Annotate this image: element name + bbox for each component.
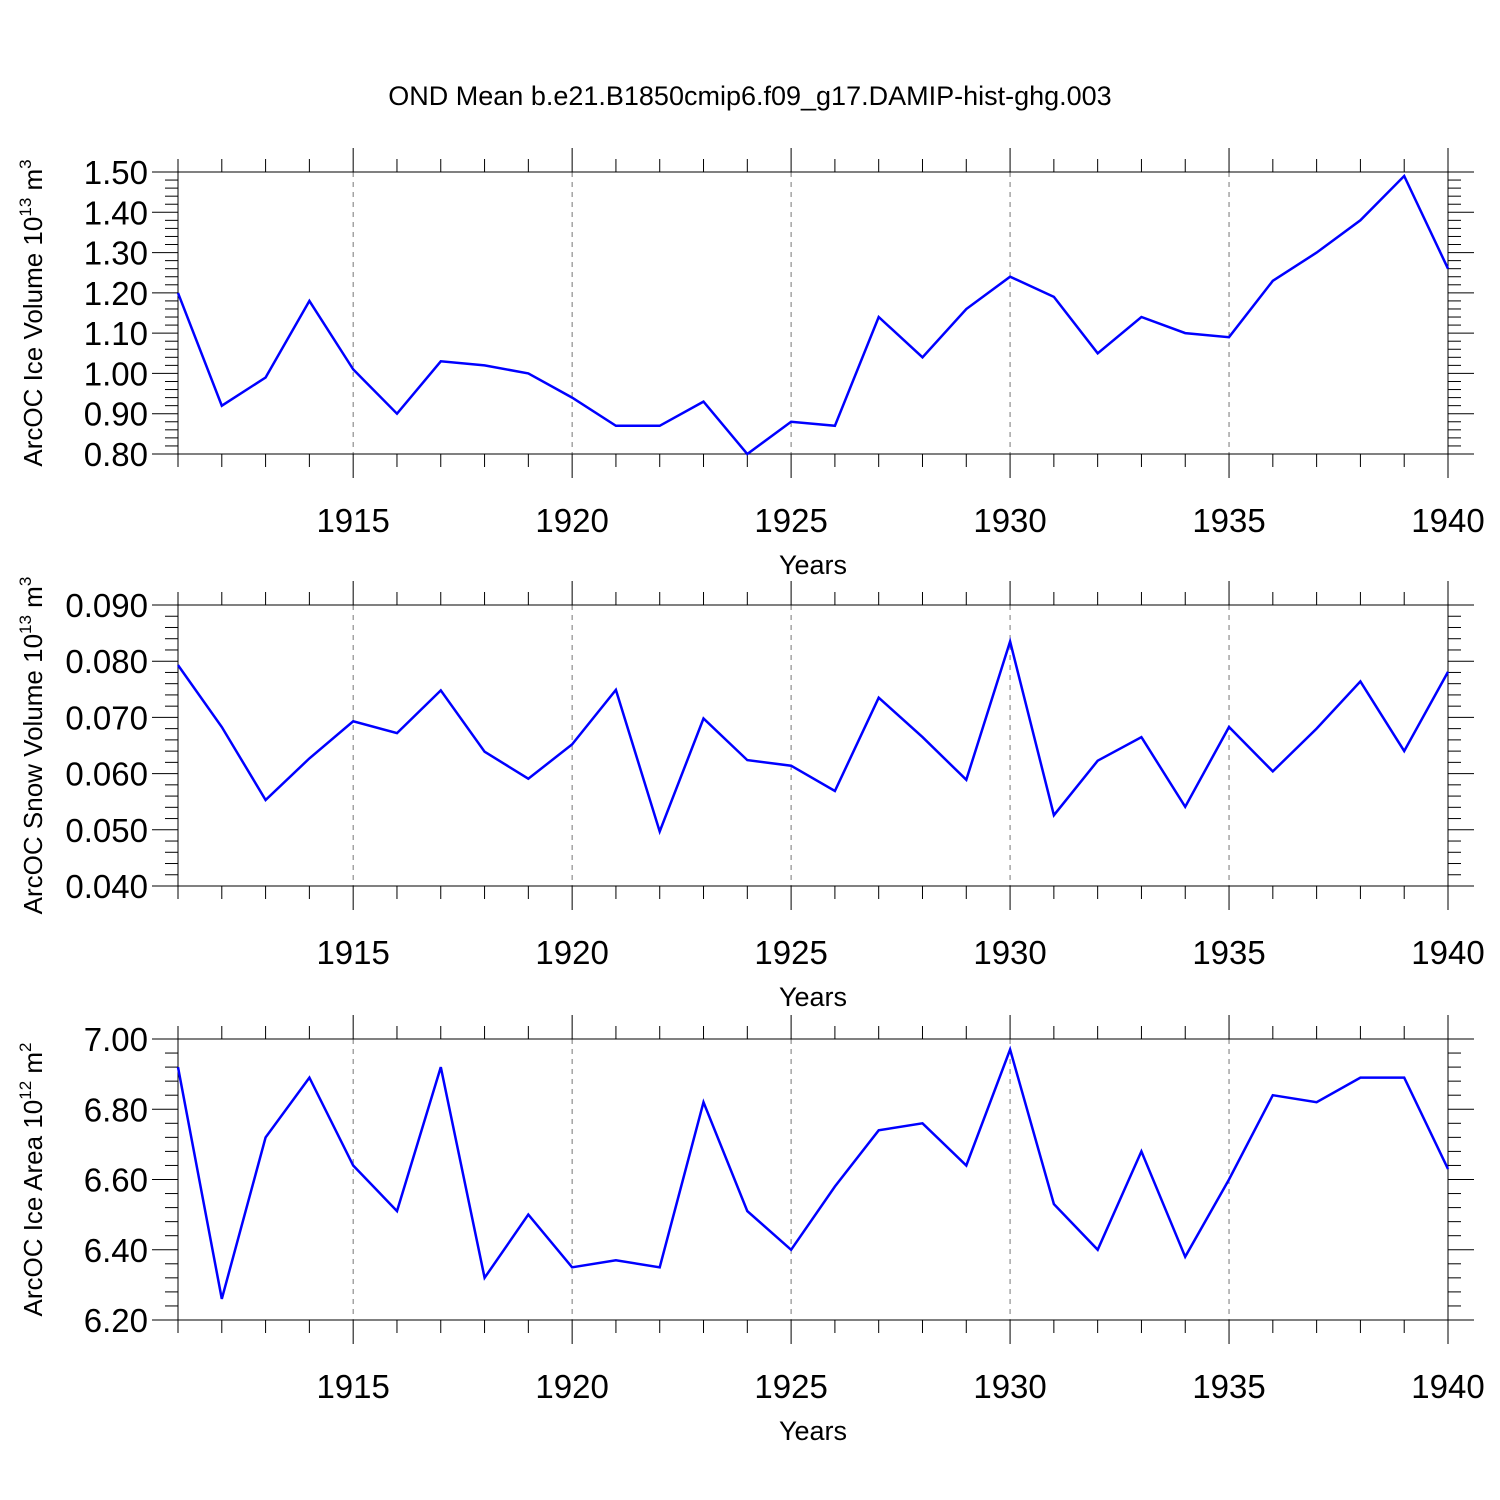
- x-tick-label: 1930: [973, 1368, 1046, 1405]
- x-tick-label: 1935: [1192, 934, 1265, 971]
- y-label-unit-exponent: 3: [16, 159, 35, 168]
- y-tick-label: 6.20: [84, 1302, 148, 1339]
- y-label-text: ArcOC Snow Volume 10: [18, 634, 48, 914]
- y-label-unit: m: [18, 169, 48, 198]
- y-tick-label: 1.50: [84, 154, 148, 191]
- x-tick-label: 1920: [535, 1368, 608, 1405]
- x-tick-label: 1925: [754, 934, 827, 971]
- x-tick-label: 1940: [1411, 502, 1484, 539]
- y-label-unit: m: [18, 586, 48, 615]
- x-tick-label: 1915: [316, 502, 389, 539]
- plot-frame: [177, 171, 1449, 455]
- x-tick-label: 1940: [1411, 934, 1484, 971]
- y-tick-label: 0.090: [65, 587, 148, 624]
- x-axis-label: Years: [779, 982, 847, 1012]
- y-tick-label: 7.00: [84, 1021, 148, 1058]
- plot-frame: [177, 604, 1449, 887]
- x-tick-label: 1915: [316, 934, 389, 971]
- y-tick-label: 0.060: [65, 756, 148, 793]
- x-axis-label: Years: [779, 550, 847, 580]
- figure-title: OND Mean b.e21.B1850cmip6.f09_g17.DAMIP-…: [388, 81, 1111, 111]
- y-tick-label: 6.80: [84, 1091, 148, 1128]
- y-label-unit-exponent: 3: [16, 577, 35, 586]
- y-label-text: ArcOC Ice Volume 10: [18, 217, 48, 467]
- plot-frame: [177, 1038, 1449, 1321]
- series-line-ice-volume: [176, 173, 1450, 456]
- y-axis-label: ArcOC Ice Volume 1013 m3: [16, 159, 48, 466]
- y-tick-label: 0.040: [65, 868, 148, 905]
- x-tick-label: 1935: [1192, 502, 1265, 539]
- series-line-ice-area: [176, 1045, 1450, 1300]
- y-axis-label: ArcOC Ice Area 1012 m2: [16, 1042, 48, 1316]
- x-tick-label: 1915: [316, 1368, 389, 1405]
- x-tick-label: 1920: [535, 934, 608, 971]
- y-tick-label: 6.60: [84, 1162, 148, 1199]
- panel-snow-volume: 0.040 0.050 0.060 0.070 0.080 0.090 1915 1920 19…: [16, 577, 1485, 1012]
- panel-ice-volume: 0.800.90 1.001.101.201.30 1.401.50 1915 1920…: [16, 148, 1485, 580]
- y-label-exponent: 13: [16, 198, 35, 217]
- y-axis-label: ArcOC Snow Volume 1013 m3: [16, 577, 48, 915]
- x-tick-label: 1930: [973, 502, 1046, 539]
- y-tick-label: 0.070: [65, 699, 148, 736]
- y-tick-label: 0.90: [84, 396, 148, 433]
- x-tick-label: 1940: [1411, 1368, 1484, 1405]
- y-label-exponent: 13: [16, 615, 35, 634]
- x-tick-label: 1925: [754, 1368, 827, 1405]
- y-tick-label: 1.00: [84, 355, 148, 392]
- x-axis-label: Years: [779, 1416, 847, 1446]
- y-label-unit: m: [18, 1052, 48, 1081]
- panel-ice-area: 6.20 6.40 6.60 6.80 7.00 1915 1920 1925 1930 1935…: [16, 1015, 1485, 1446]
- x-tick-label: 1930: [973, 934, 1046, 971]
- y-tick-label: 1.40: [84, 194, 148, 231]
- series-line-snow-volume: [176, 636, 1450, 836]
- x-tick-label: 1925: [754, 502, 827, 539]
- y-label-unit-exponent: 2: [16, 1042, 35, 1051]
- y-tick-label: 0.050: [65, 812, 148, 849]
- y-tick-label: 0.80: [84, 436, 148, 473]
- y-tick-label: 1.20: [84, 275, 148, 312]
- y-tick-label: 0.080: [65, 643, 148, 680]
- x-tick-label: 1935: [1192, 1368, 1265, 1405]
- y-tick-label: 6.40: [84, 1232, 148, 1269]
- y-tick-label: 1.30: [84, 235, 148, 272]
- x-tick-label: 1920: [535, 502, 608, 539]
- y-label-exponent: 12: [16, 1081, 35, 1100]
- y-tick-label: 1.10: [84, 315, 148, 352]
- y-label-text: ArcOC Ice Area 10: [18, 1100, 48, 1317]
